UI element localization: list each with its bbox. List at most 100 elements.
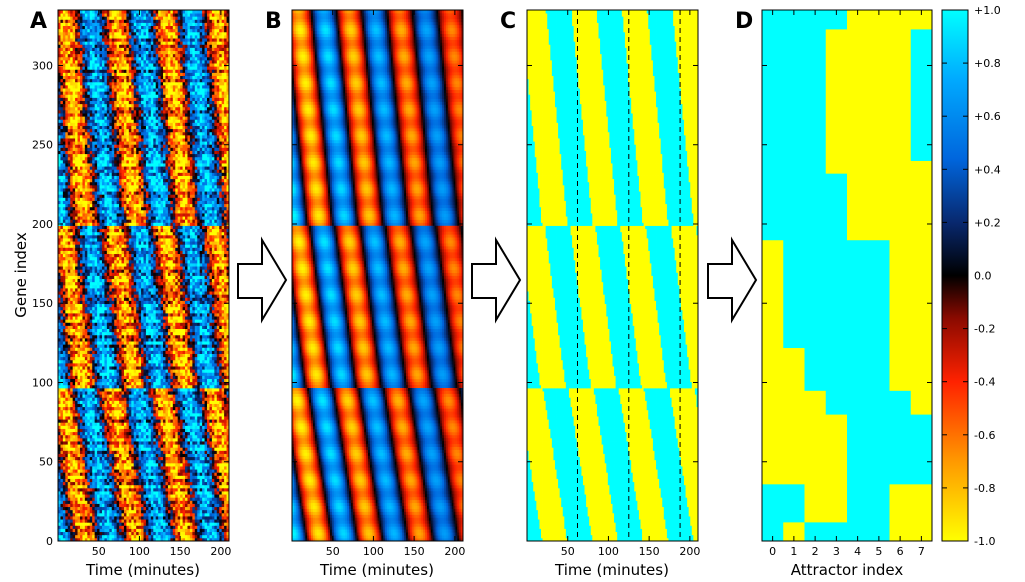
heat-cell bbox=[109, 316, 113, 320]
heat-cell bbox=[136, 497, 140, 501]
heat-cell bbox=[133, 447, 137, 451]
heat-cell bbox=[224, 475, 227, 479]
heat-cell bbox=[114, 497, 118, 501]
heat-cell bbox=[177, 503, 181, 508]
heat-cell bbox=[126, 403, 130, 408]
heat-cell bbox=[106, 462, 110, 467]
heat-cell bbox=[67, 359, 71, 364]
heat-cell bbox=[194, 359, 198, 364]
heat-cell bbox=[141, 525, 144, 529]
heat-cell bbox=[136, 422, 140, 426]
heat-cell bbox=[89, 362, 93, 367]
heat-cell bbox=[194, 381, 198, 386]
heat-cell bbox=[89, 384, 93, 389]
heat-cell bbox=[136, 519, 140, 523]
heat-cell bbox=[104, 419, 108, 423]
heat-cell bbox=[82, 334, 86, 339]
heat-cell bbox=[167, 441, 171, 445]
heat-cell bbox=[214, 528, 218, 533]
heat-cell bbox=[199, 391, 203, 395]
heat-cell bbox=[197, 481, 201, 486]
heat-cell bbox=[133, 431, 137, 436]
heat-cell bbox=[106, 494, 110, 498]
heat-cell bbox=[219, 375, 223, 379]
heat-cell bbox=[128, 447, 132, 451]
heat-cell bbox=[209, 469, 213, 473]
heat-cell bbox=[109, 512, 113, 517]
heat-cell bbox=[114, 325, 118, 329]
heat-cell bbox=[133, 394, 137, 398]
heat-cell bbox=[104, 369, 108, 373]
heat-cell bbox=[167, 375, 171, 379]
heat-cell bbox=[128, 387, 132, 392]
heat-cell bbox=[77, 531, 81, 536]
heat-cell bbox=[197, 409, 201, 414]
heat-cell bbox=[211, 441, 215, 445]
heat-cell bbox=[199, 484, 203, 489]
heat-cell bbox=[170, 472, 174, 476]
heat-cell bbox=[72, 322, 76, 326]
heat-cell bbox=[187, 425, 191, 429]
heat-cell bbox=[207, 481, 210, 486]
heat-cell bbox=[180, 444, 183, 448]
heat-cell bbox=[87, 347, 91, 351]
heat-cell bbox=[192, 431, 196, 436]
heat-cell bbox=[209, 481, 213, 486]
heat-cell bbox=[187, 522, 191, 526]
heat-cell bbox=[170, 397, 174, 401]
heat-cell bbox=[62, 409, 66, 414]
heat-cell bbox=[60, 494, 64, 498]
heat-cell bbox=[145, 400, 149, 404]
heat-cell bbox=[187, 394, 191, 398]
heat-cell bbox=[109, 391, 113, 395]
heat-cell bbox=[226, 453, 230, 458]
heat-cell bbox=[163, 409, 166, 414]
heat-cell bbox=[202, 462, 205, 467]
heat-cell bbox=[128, 491, 132, 495]
heat-cell bbox=[175, 512, 179, 517]
heat-cell bbox=[89, 519, 93, 523]
heat-cell bbox=[167, 484, 171, 489]
heat-cell bbox=[143, 469, 147, 473]
heat-cell bbox=[167, 369, 171, 373]
heat-cell bbox=[97, 397, 100, 401]
heat-cell bbox=[58, 478, 61, 483]
heat-cell bbox=[204, 531, 208, 536]
heat-cell bbox=[192, 469, 196, 473]
heat-cell bbox=[204, 347, 208, 351]
heat-cell bbox=[133, 466, 137, 470]
heat-cell bbox=[84, 469, 88, 473]
heat-cell bbox=[128, 441, 132, 445]
heat-cell bbox=[211, 494, 215, 498]
heat-cell bbox=[165, 434, 169, 439]
heat-cell bbox=[150, 462, 154, 467]
heat-cell bbox=[79, 322, 83, 326]
heat-cell bbox=[211, 397, 215, 401]
heat-cell bbox=[177, 528, 181, 533]
heat-cell bbox=[128, 450, 132, 454]
heat-cell bbox=[128, 506, 132, 511]
heat-cell bbox=[62, 353, 66, 358]
heat-cell bbox=[211, 466, 215, 470]
heat-cell bbox=[172, 322, 176, 326]
heat-cell bbox=[180, 422, 183, 426]
heat-cell bbox=[199, 478, 203, 483]
heat-cell bbox=[172, 347, 176, 351]
heat-cell bbox=[114, 344, 118, 348]
heat-cell bbox=[170, 428, 174, 433]
heat-cell bbox=[209, 412, 213, 417]
heat-cell bbox=[119, 331, 122, 336]
heat-cell bbox=[224, 378, 227, 383]
heat-cell bbox=[109, 387, 113, 392]
heat-cell bbox=[180, 475, 183, 479]
heat-cell bbox=[141, 487, 144, 492]
heat-cell bbox=[94, 506, 98, 511]
heat-cell bbox=[138, 337, 142, 342]
heat-cell bbox=[58, 319, 61, 323]
heat-cell bbox=[77, 384, 81, 389]
heat-cell bbox=[77, 519, 81, 523]
heat-cell bbox=[202, 481, 205, 486]
heat-cell bbox=[180, 341, 183, 345]
heat-cell bbox=[92, 537, 96, 542]
heat-cell bbox=[67, 394, 71, 398]
